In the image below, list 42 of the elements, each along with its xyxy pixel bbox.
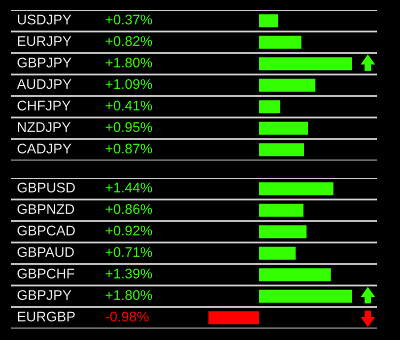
data-label: +1.39% bbox=[106, 268, 152, 278]
bar bbox=[259, 122, 308, 135]
data-label: +0.37% bbox=[106, 14, 152, 24]
y-tick-label: USDJPY bbox=[18, 14, 72, 24]
bar bbox=[259, 268, 331, 282]
bar bbox=[259, 57, 352, 70]
bar bbox=[259, 36, 302, 49]
bar bbox=[259, 225, 307, 238]
data-label: +1.80% bbox=[106, 58, 152, 68]
y-tick-label: AUDJPY bbox=[16, 79, 72, 89]
y-tick-label: GBPNZD bbox=[18, 204, 74, 214]
data-label: +0.41% bbox=[106, 100, 152, 110]
bar bbox=[259, 143, 304, 156]
data-label: +0.92% bbox=[106, 226, 152, 236]
y-tick-label: GBPCAD bbox=[18, 226, 75, 236]
bar bbox=[259, 182, 334, 196]
data-label: +0.87% bbox=[106, 144, 152, 154]
y-tick-label: GBPAUD bbox=[18, 247, 74, 257]
data-label: +1.44% bbox=[106, 182, 152, 192]
bar bbox=[259, 204, 304, 217]
y-tick-label: GBPUSD bbox=[18, 182, 75, 192]
y-tick-label: EURJPY bbox=[18, 36, 72, 46]
bar bbox=[208, 311, 259, 324]
y-tick-label: EURGBP bbox=[18, 312, 75, 322]
data-label: +0.71% bbox=[106, 247, 152, 257]
y-tick-label: GBPJPY bbox=[18, 58, 72, 68]
data-label: +0.86% bbox=[106, 204, 152, 214]
y-tick-label: CHFJPY bbox=[18, 100, 71, 110]
bar bbox=[259, 246, 296, 260]
bar bbox=[259, 290, 352, 303]
y-tick-label: GBPJPY bbox=[18, 290, 72, 300]
bar bbox=[259, 14, 278, 28]
data-label: +1.80% bbox=[106, 290, 152, 300]
bar bbox=[259, 100, 280, 114]
y-tick-label: GBPCHF bbox=[18, 268, 74, 278]
data-label: +0.95% bbox=[106, 122, 152, 132]
data-label: +1.09% bbox=[106, 79, 152, 89]
y-tick-label: NZDJPY bbox=[18, 122, 71, 132]
data-label: -0.98% bbox=[106, 312, 149, 322]
bar bbox=[259, 78, 316, 92]
y-tick-label: CADJPY bbox=[18, 144, 72, 154]
data-label: +0.82% bbox=[106, 36, 152, 46]
